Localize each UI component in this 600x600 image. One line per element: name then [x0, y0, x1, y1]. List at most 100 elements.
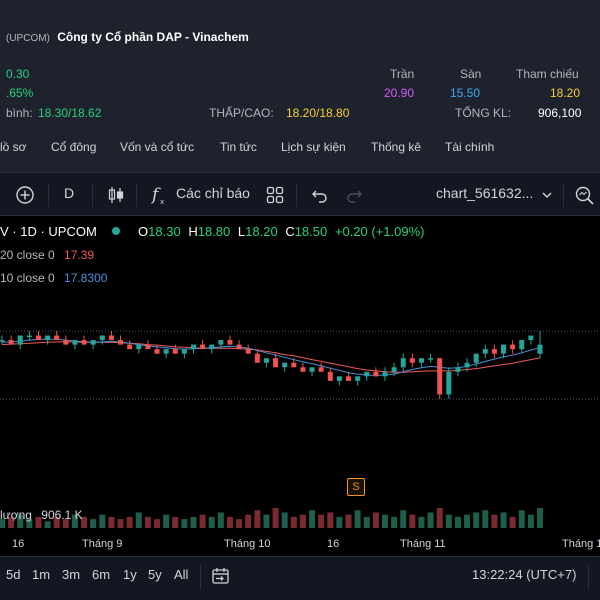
- redo-icon[interactable]: [345, 186, 363, 204]
- stock-header: (UPCOM) Công ty Cổ phần DAP - Vinachem 0…: [0, 0, 600, 172]
- chart-layout-name[interactable]: chart_561632...: [436, 185, 534, 201]
- chevron-down-icon[interactable]: [541, 190, 553, 200]
- candle-body: [227, 340, 233, 345]
- candle-body: [437, 358, 443, 395]
- range-all[interactable]: All: [174, 567, 189, 582]
- range-1y[interactable]: 1y: [123, 567, 137, 582]
- interval-button[interactable]: D: [64, 185, 75, 201]
- time-tick: 16: [12, 538, 25, 550]
- candle-body: [254, 353, 260, 363]
- volume-bar: [90, 519, 97, 528]
- tab-profile[interactable]: lồ sơ: [0, 140, 27, 154]
- clock-timezone[interactable]: 13:22:24 (UTC+7): [472, 567, 577, 582]
- candle-body: [127, 344, 133, 350]
- candle-body: [409, 358, 415, 363]
- exchange-label: (UPCOM): [6, 33, 50, 44]
- function-icon[interactable]: f x: [150, 184, 168, 206]
- volume-bar: [199, 514, 206, 528]
- range-5y[interactable]: 5y: [148, 567, 162, 582]
- layout-grid-icon[interactable]: [266, 186, 284, 204]
- toolbar-divider: [563, 183, 564, 207]
- tab-news[interactable]: Tin tức: [220, 140, 257, 154]
- volume-bar: [527, 514, 534, 528]
- volume-bar: [445, 514, 452, 528]
- candle-body: [218, 340, 224, 345]
- tab-events[interactable]: Lịch sự kiện: [281, 140, 346, 154]
- calendar-goto-icon[interactable]: [211, 566, 231, 586]
- candle-body: [373, 371, 379, 377]
- candle-body: [291, 362, 297, 368]
- ceiling-label: Trần: [390, 67, 415, 81]
- volume-bar: [372, 512, 379, 528]
- chart-canvas[interactable]: [0, 216, 600, 556]
- plus-circle-icon[interactable]: [15, 185, 35, 205]
- volume-bar: [0, 519, 5, 528]
- candle-body: [54, 335, 60, 341]
- tab-capital-dividends[interactable]: Vốn và cổ tức: [120, 140, 195, 154]
- time-tick: Tháng 11: [400, 538, 446, 550]
- candle-body: [145, 344, 151, 350]
- volume-bar: [263, 514, 270, 528]
- ma-fast-value: 17.8300: [64, 271, 108, 285]
- volume-bar: [163, 514, 170, 528]
- volume-bar: [336, 516, 343, 528]
- volume-bar: [354, 510, 361, 528]
- event-badge[interactable]: S: [347, 478, 365, 496]
- volume-bar: [71, 514, 78, 528]
- range-1m[interactable]: 1m: [32, 567, 51, 582]
- candles-icon[interactable]: [107, 185, 125, 205]
- candle-body: [99, 335, 105, 341]
- tab-financials[interactable]: Tài chính: [445, 140, 495, 154]
- candle-body: [528, 335, 534, 341]
- candle-body: [355, 376, 361, 381]
- tab-statistics[interactable]: Thống kê: [371, 140, 422, 154]
- close-label: C: [285, 224, 295, 239]
- price-chart[interactable]: V · 1D · UPCOM O18.30 H18.80 L18.20 C18.…: [0, 216, 600, 556]
- volume-bar: [99, 514, 106, 528]
- candle-body: [300, 367, 306, 372]
- volume-bar: [391, 516, 398, 528]
- volume-bar: [309, 510, 316, 528]
- volume-bar: [62, 519, 69, 528]
- range-6m[interactable]: 6m: [92, 567, 111, 582]
- volume-bar: [518, 510, 525, 528]
- candle-body: [90, 340, 96, 345]
- volume-bar: [8, 516, 15, 528]
- candle-body: [428, 358, 434, 360]
- floor-value: 15.50: [450, 86, 481, 100]
- ohlc-legend: V · 1D · UPCOM O18.30 H18.80 L18.20 C18.…: [0, 224, 425, 239]
- range-5d[interactable]: 5d: [6, 567, 21, 582]
- candle-body: [482, 349, 488, 354]
- volume-bar: [272, 508, 279, 528]
- volume-bar: [108, 516, 115, 528]
- volume-bar: [436, 508, 443, 528]
- undo-icon[interactable]: [311, 186, 329, 204]
- toolbar-divider: [296, 183, 297, 207]
- volume-bar: [400, 510, 407, 528]
- candle-body: [8, 340, 14, 345]
- ref-label: Tham chiếu: [516, 67, 579, 81]
- volume-bar: [381, 514, 388, 528]
- range-3m[interactable]: 3m: [62, 567, 81, 582]
- tab-shareholders[interactable]: Cổ đông: [51, 140, 97, 154]
- volume-bar: [190, 516, 197, 528]
- volume-label: TỔNG KL:: [455, 106, 512, 120]
- price-change-pct: .65%: [6, 86, 34, 100]
- range-bar: 5d 1m 3m 6m 1y 5y All 13:22:24 (UTC+7): [0, 556, 600, 600]
- volume-bar: [299, 514, 306, 528]
- candle-body: [446, 371, 452, 395]
- volume-bar: [144, 516, 151, 528]
- candle-body: [346, 376, 352, 381]
- candle-body: [245, 349, 251, 354]
- candle-body: [0, 340, 5, 342]
- symbol-label: V · 1D · UPCOM: [0, 224, 97, 239]
- candle-body: [81, 340, 87, 345]
- candle-body: [35, 335, 41, 341]
- volume-bar: [500, 512, 507, 528]
- toolbar-divider: [48, 183, 49, 207]
- indicators-button[interactable]: Các chỉ báo: [176, 185, 250, 201]
- high-label: H: [188, 224, 198, 239]
- open-label: O: [138, 224, 149, 239]
- search-chart-icon[interactable]: [574, 185, 596, 205]
- volume-bar: [254, 510, 261, 528]
